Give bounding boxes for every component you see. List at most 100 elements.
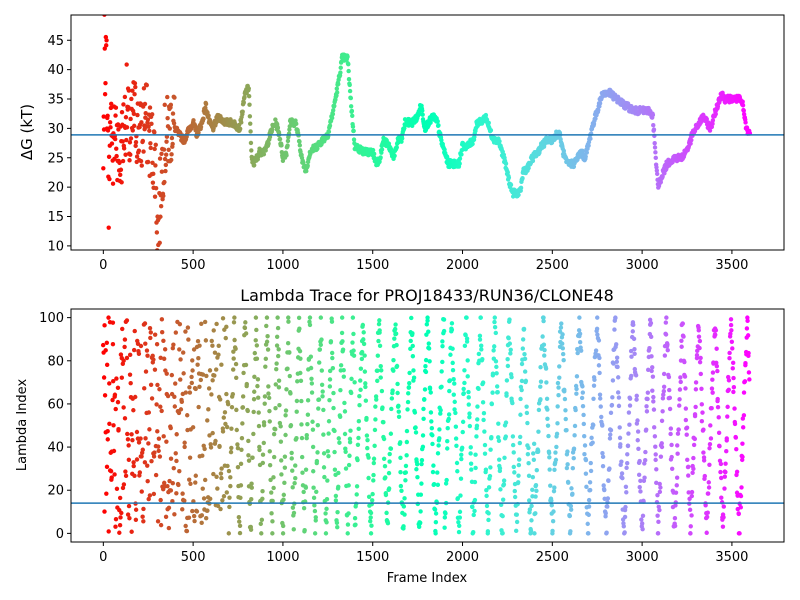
lambda-point — [271, 454, 277, 460]
delta-g-point — [651, 127, 657, 132]
lambda-point — [228, 483, 233, 489]
lambda-point — [659, 441, 664, 446]
delta-g-point — [660, 174, 665, 179]
lambda-point — [343, 449, 348, 454]
lambda-point — [235, 464, 241, 470]
lambda-point — [526, 445, 531, 451]
lambda-point — [331, 390, 336, 396]
lambda-point — [390, 388, 395, 393]
lambda-point — [453, 424, 459, 429]
delta-g-point — [285, 143, 290, 148]
lambda-point — [462, 380, 467, 386]
lambda-point — [497, 466, 503, 471]
lambda-point — [183, 523, 188, 529]
delta-g-point — [126, 88, 132, 93]
lambda-point — [705, 491, 711, 496]
lambda-point — [246, 458, 252, 463]
lambda-point — [425, 315, 430, 320]
lambda-point — [270, 531, 275, 536]
lambda-point — [679, 344, 684, 349]
lambda-point — [360, 322, 366, 328]
lambda-point — [191, 513, 197, 519]
lambda-point — [238, 483, 244, 488]
delta-g-point — [402, 125, 407, 131]
lambda-point — [565, 449, 570, 454]
delta-g-point — [124, 137, 129, 143]
lambda-point — [622, 514, 628, 520]
lambda-point — [335, 509, 340, 515]
lambda-point — [710, 370, 716, 375]
delta-g-point — [336, 81, 341, 87]
lambda-point — [422, 387, 428, 392]
lambda-point — [408, 338, 413, 344]
lambda-point — [418, 520, 423, 525]
lambda-point — [468, 445, 473, 450]
lambda-x-tick-label: 500 — [181, 550, 206, 565]
lambda-point — [620, 475, 625, 481]
lambda-point — [556, 385, 561, 390]
lambda-point — [494, 364, 499, 370]
lambda-point — [314, 458, 320, 464]
delta-g-point — [109, 101, 114, 107]
lambda-point — [439, 369, 444, 374]
lambda-point — [561, 358, 566, 363]
lambda-point — [338, 387, 343, 393]
lambda-point — [243, 320, 248, 325]
lambda-point — [591, 422, 596, 428]
lambda-point — [340, 339, 345, 344]
lambda-point — [484, 493, 489, 499]
lambda-point — [115, 385, 121, 390]
lambda-point — [631, 336, 637, 342]
lambda-point — [253, 338, 258, 343]
lambda-point — [730, 346, 735, 351]
lambda-point — [126, 443, 131, 448]
lambda-point — [476, 386, 481, 392]
delta-g-point — [741, 108, 746, 113]
delta-g-point — [196, 130, 201, 135]
lambda-point — [124, 355, 130, 361]
delta-g-point — [203, 101, 209, 107]
delta-g-y-tick-label: 35 — [47, 93, 64, 108]
lambda-point — [237, 530, 243, 536]
delta-g-point — [332, 103, 337, 109]
delta-g-point — [133, 84, 138, 90]
lambda-point — [728, 317, 734, 322]
lambda-point — [468, 461, 474, 466]
lambda-point — [377, 328, 382, 333]
lambda-point — [139, 454, 144, 459]
lambda-point — [156, 436, 162, 441]
lambda-point — [274, 361, 279, 366]
delta-g-point — [117, 160, 122, 166]
lambda-point — [236, 514, 242, 520]
delta-g-point — [122, 94, 128, 100]
lambda-point — [740, 441, 745, 446]
lambda-point — [706, 485, 712, 490]
lambda-point — [511, 450, 516, 455]
lambda-point — [134, 429, 140, 435]
lambda-point — [105, 437, 110, 442]
delta-g-point — [349, 108, 355, 114]
delta-g-point — [165, 94, 170, 100]
lambda-point — [371, 456, 377, 461]
lambda-point — [445, 446, 450, 451]
lambda-point — [166, 505, 172, 511]
lambda-point — [689, 489, 695, 495]
lambda-point — [341, 374, 347, 379]
lambda-point — [132, 328, 137, 334]
lambda-point — [403, 463, 409, 469]
delta-g-point — [457, 156, 463, 161]
lambda-point — [585, 521, 590, 527]
lambda-point — [373, 404, 378, 409]
lambda-point — [454, 443, 459, 448]
lambda-point — [660, 409, 665, 414]
lambda-point — [491, 348, 496, 353]
lambda-point — [462, 368, 467, 373]
delta-g-point — [740, 99, 745, 104]
delta-g-point — [118, 167, 124, 172]
delta-g-point — [392, 153, 397, 158]
lambda-point — [651, 399, 656, 404]
delta-g-point — [240, 109, 245, 114]
lambda-point — [634, 397, 639, 402]
